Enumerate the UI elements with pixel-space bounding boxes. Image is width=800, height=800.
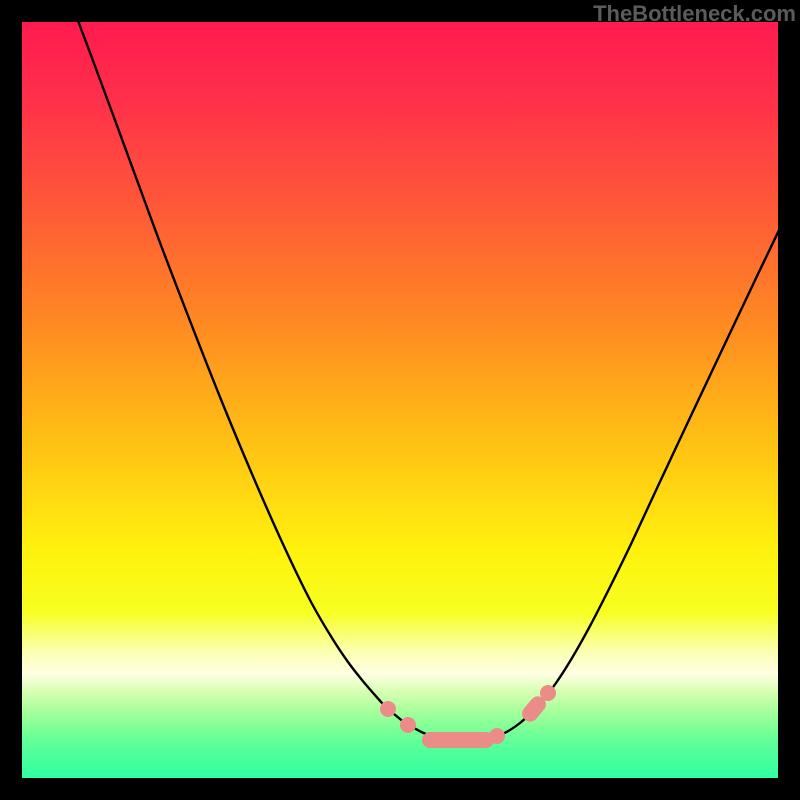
curve-marker: [400, 717, 416, 733]
chart-svg: [0, 0, 800, 800]
curve-marker: [422, 732, 494, 748]
curve-marker: [489, 728, 505, 744]
curve-marker: [540, 685, 556, 701]
curve-marker: [380, 701, 396, 717]
chart-root: TheBottleneck.com: [0, 0, 800, 800]
plot-background-gradient: [22, 22, 778, 778]
